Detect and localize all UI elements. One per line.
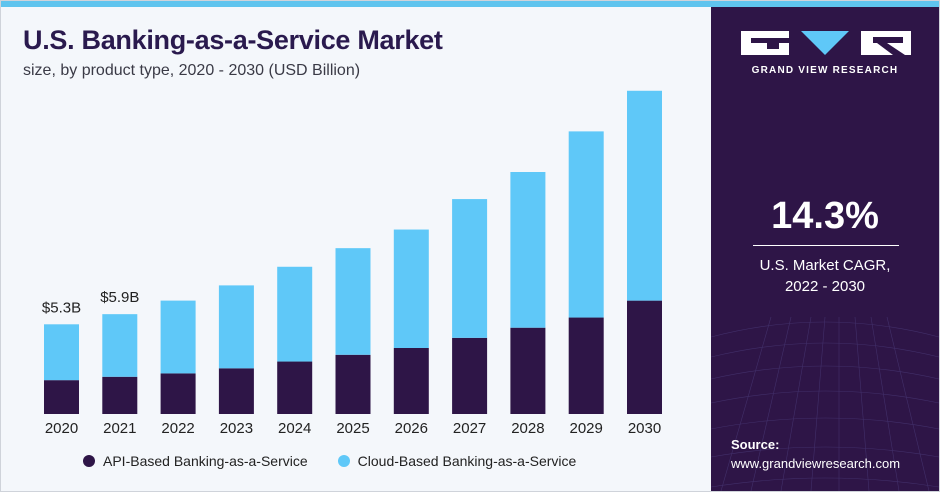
data-label-2021: $5.9B [100, 289, 139, 306]
x-tick-label: 2024 [278, 420, 311, 437]
bar-api-2022 [160, 373, 196, 414]
bar-cloud-2030 [627, 90, 662, 301]
bar-cloud-2024 [277, 266, 313, 362]
bar-cloud-2023 [218, 285, 254, 369]
bar-api-2025 [335, 354, 371, 414]
bar-api-2028 [510, 327, 546, 414]
bar-api-2020 [44, 380, 79, 414]
bar-cloud-2020 [44, 324, 79, 381]
brand-name: GRAND VIEW RESEARCH [751, 65, 899, 76]
x-tick-label: 2021 [103, 420, 136, 437]
cagr-value: 14.3% [771, 195, 879, 237]
bar-api-2029 [568, 317, 604, 414]
source-label: Source: [731, 437, 780, 452]
x-tick-label: 2023 [220, 420, 253, 437]
bar-api-2030 [627, 300, 662, 414]
x-tick-label: 2030 [628, 420, 661, 437]
bar-cloud-2022 [160, 300, 196, 374]
stacked-bar-chart: 2020 2021 2022 2023 2024 2025 2026 2027 2028 2029… [42, 90, 662, 437]
legend-swatch-api [83, 455, 95, 467]
bar-cloud-2027 [452, 199, 488, 338]
bar-api-2021 [102, 376, 138, 414]
cagr-divider [753, 245, 899, 246]
grand-view-research-logo-icon [741, 31, 911, 55]
legend-item-cloud: Cloud-Based Banking-as-a-Service [337, 453, 577, 469]
bar-cloud-2025 [335, 248, 371, 355]
x-tick-label: 2028 [511, 420, 544, 437]
bar-cloud-2029 [568, 131, 604, 318]
x-tick-label: 2020 [45, 420, 78, 437]
bar-cloud-2021 [102, 314, 138, 377]
chart-subtitle: size, by product type, 2020 - 2030 (USD … [23, 62, 361, 79]
source-url[interactable]: www.grandviewresearch.com [731, 456, 901, 471]
cagr-label: U.S. Market CAGR, 2022 - 2030 [711, 255, 939, 297]
bar-cloud-2026 [393, 229, 429, 348]
legend-swatch-cloud [337, 455, 350, 467]
grid-pattern-decoration [711, 316, 939, 491]
legend-label-api: API-Based Banking-as-a-Service [103, 453, 308, 469]
data-label-2020: $5.3B [42, 299, 81, 316]
x-tick-label: 2025 [336, 420, 369, 437]
x-tick-label: 2029 [570, 420, 603, 437]
legend-label-cloud: Cloud-Based Banking-as-a-Service [357, 453, 577, 469]
bar-api-2023 [218, 368, 254, 414]
legend-item-api: API-Based Banking-as-a-Service [83, 453, 308, 469]
cagr-label-line2: 2022 - 2030 [784, 278, 866, 295]
bar-api-2024 [277, 361, 313, 414]
x-tick-label: 2026 [395, 420, 428, 437]
sidebar-panel: GRAND VIEW RESEARCH 14.3% U.S. Market CA… [711, 7, 939, 491]
cagr-label-line1: U.S. Market CAGR, [759, 257, 891, 274]
x-tick-label: 2027 [453, 420, 486, 437]
x-tick-label: 2022 [161, 420, 194, 437]
legend: API-Based Banking-as-a-Service Cloud-Bas… [83, 453, 606, 469]
bar-api-2027 [452, 337, 488, 414]
bar-cloud-2028 [510, 172, 546, 328]
chart-title: U.S. Banking-as-a-Service Market [23, 25, 443, 55]
bar-api-2026 [393, 348, 429, 414]
top-accent-bar [1, 1, 939, 7]
